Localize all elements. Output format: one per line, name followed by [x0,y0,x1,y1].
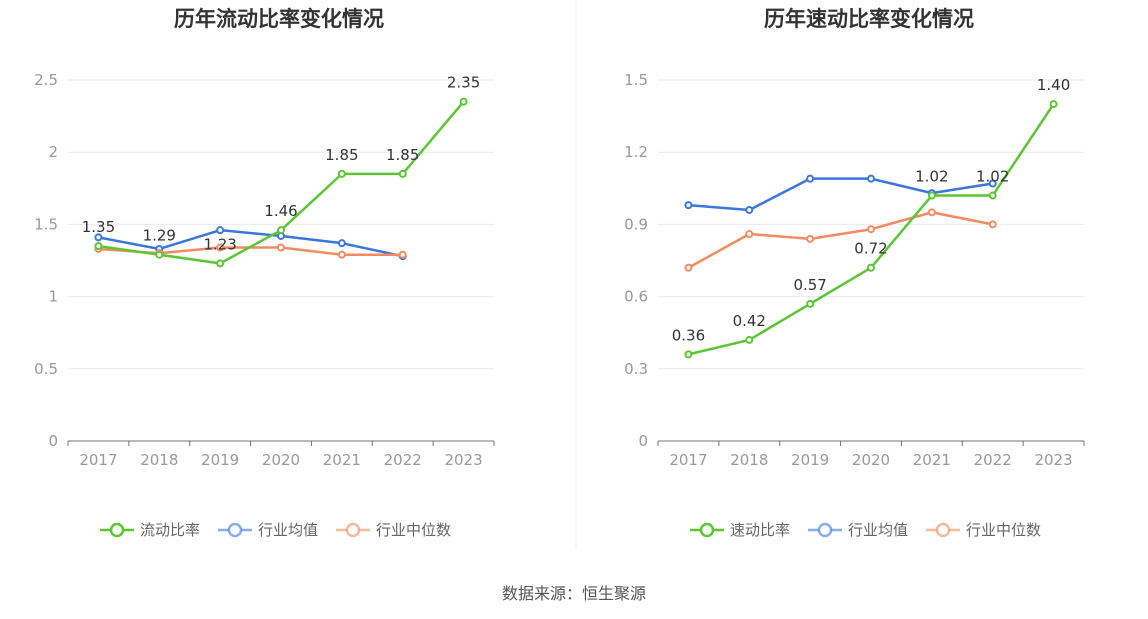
data-point [867,225,875,234]
y-tick-label: 1.5 [624,71,648,89]
data-point [337,250,346,259]
data-point [1049,100,1058,109]
data-label: 1.85 [386,146,419,164]
data-point [216,259,225,268]
legend-item[interactable]: 行业中位数 [926,521,1041,539]
y-tick-label: 0 [638,432,648,450]
data-point [155,250,164,259]
legend-label: 行业均值 [848,521,908,539]
source-note: 数据来源：恒生聚源 [502,584,646,603]
y-tick-label: 0.5 [34,360,58,378]
data-label: 1.85 [325,146,358,164]
data-label: 0.36 [672,326,705,344]
chart-title: 历年流动比率变化情况 [174,7,384,31]
legend-label: 流动比率 [140,521,200,539]
data-point [684,350,693,359]
x-tick-label: 2022 [384,451,422,469]
x-tick-label: 2018 [730,451,768,469]
y-tick-label: 1.5 [34,215,58,233]
legend-item[interactable]: 行业中位数 [336,521,451,539]
data-point [337,169,346,178]
data-point [988,179,997,188]
data-point [927,208,936,217]
data-label: 0.72 [854,240,887,258]
x-tick-label: 2020 [852,451,890,469]
legend-label: 行业中位数 [376,521,451,539]
legend-label: 速动比率 [730,521,790,539]
data-label: 1.23 [203,235,236,253]
legend-item[interactable]: 行业均值 [808,521,908,539]
legend-item[interactable]: 速动比率 [690,521,790,539]
legend-marker [817,522,833,538]
data-point [988,220,997,229]
data-label: 1.35 [82,218,115,236]
data-point [927,191,936,200]
data-point [806,234,815,243]
data-label: 2.35 [447,74,480,92]
y-tick-label: 2.5 [34,71,58,89]
quick-ratio-chart: 历年速动比率变化情况 0 0.3 0.6 0.9 1.2 1.5 2017 2018 2019 2… [624,7,1085,539]
data-point [745,205,754,214]
data-point [277,243,285,252]
data-point [216,226,225,235]
y-tick-label: 0.3 [624,360,648,378]
data-point [867,263,875,272]
current-ratio-chart: 历年流动比率变化情况 0 0.5 1 1.5 2 2.5 2017 2018 2019 2020 2… [34,7,495,539]
y-tick-label: 1.2 [624,143,648,161]
chart-title: 历年速动比率变化情况 [764,7,974,31]
data-label: 0.57 [793,276,826,294]
y-tick-label: 2 [48,143,58,161]
x-tick-label: 2019 [201,451,239,469]
x-tick-label: 2017 [79,451,117,469]
x-tick-label: 2018 [140,451,178,469]
y-tick-label: 0.6 [624,288,648,306]
series-line [687,211,993,269]
data-point [806,174,815,183]
data-label: 1.46 [264,202,297,220]
data-point [988,191,997,200]
data-point [398,169,407,178]
legend-label: 行业中位数 [966,521,1041,539]
y-tick-label: 1 [48,288,58,306]
data-point [94,233,103,242]
data-label: 0.42 [733,312,766,330]
data-point [337,239,346,248]
data-label: 1.02 [976,168,1009,186]
legend-item[interactable]: 流动比率 [100,521,200,539]
data-point [745,335,754,344]
data-point [684,201,693,210]
legend-item[interactable]: 行业均值 [218,521,318,539]
data-label: 1.29 [143,227,176,245]
data-point [806,299,815,308]
data-label: 1.40 [1037,76,1070,94]
data-point [867,174,875,183]
data-point [745,230,754,239]
series-line [98,228,403,258]
x-tick-label: 2017 [669,451,707,469]
legend-marker [699,522,715,538]
data-point [216,243,225,252]
data-point [684,263,693,272]
data-point [398,250,407,259]
x-tick-label: 2021 [913,451,951,469]
legend-label: 行业均值 [258,521,318,539]
data-point [94,242,103,251]
legend-marker [345,522,361,538]
series-line [688,177,993,212]
x-tick-label: 2020 [262,451,300,469]
y-tick-label: 0 [48,432,58,450]
data-point [277,226,285,235]
legend-marker [227,522,243,538]
data-label: 1.02 [915,168,948,186]
data-point [459,97,468,106]
legend-marker [109,522,125,538]
x-tick-label: 2022 [974,451,1012,469]
x-tick-label: 2021 [323,451,361,469]
x-tick-label: 2019 [791,451,829,469]
legend-marker [935,522,951,538]
x-tick-label: 2023 [1034,451,1072,469]
y-tick-label: 0.9 [624,215,648,233]
x-tick-label: 2023 [444,451,482,469]
